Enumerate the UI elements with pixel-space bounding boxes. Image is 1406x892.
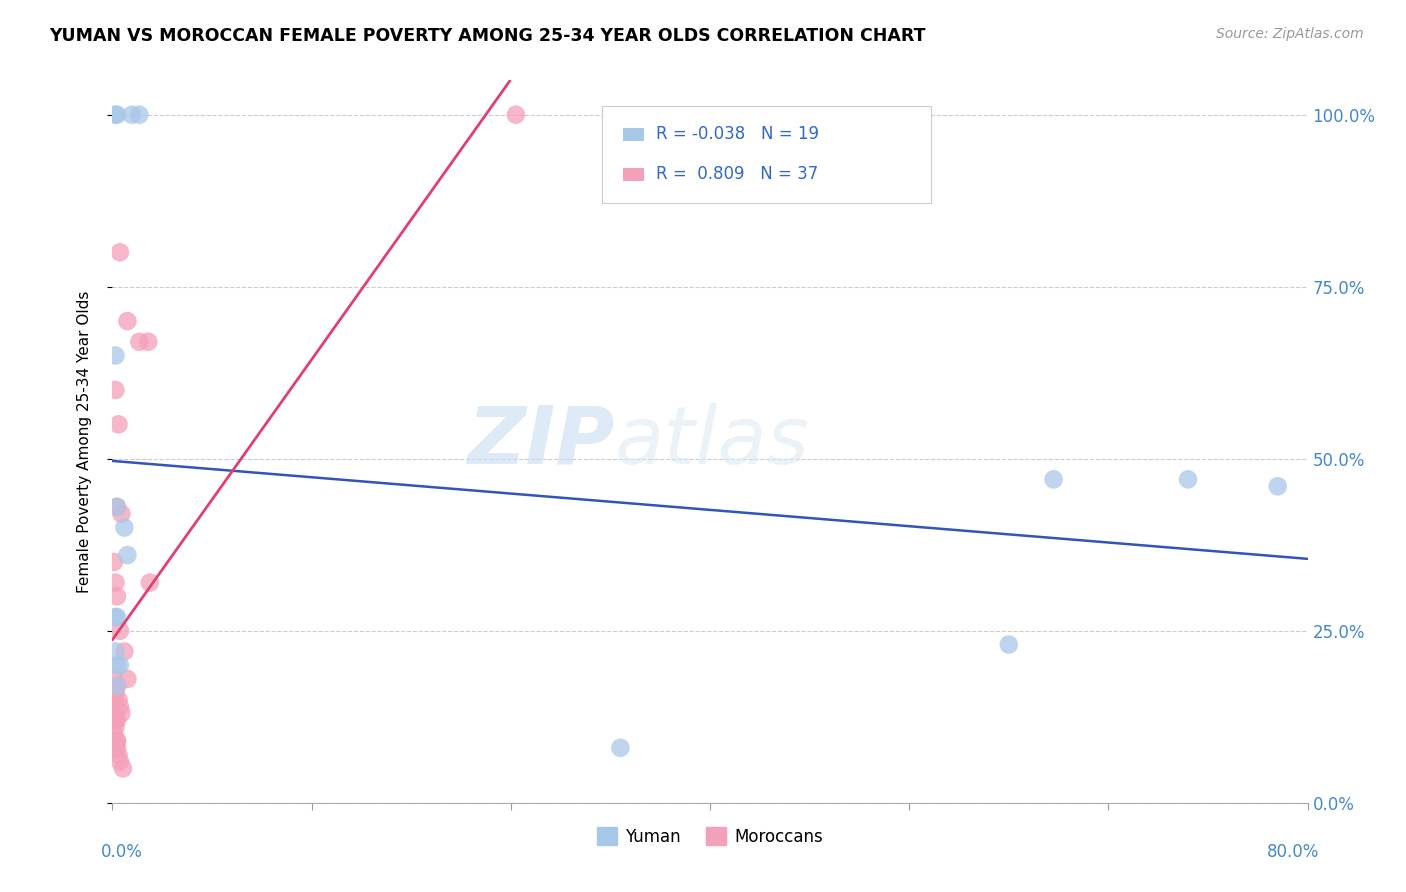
Point	[108, 755, 131, 769]
Text: YUMAN VS MOROCCAN FEMALE POVERTY AMONG 25-34 YEAR OLDS CORRELATION CHART: YUMAN VS MOROCCAN FEMALE POVERTY AMONG 2…	[49, 27, 925, 45]
Point	[128, 334, 150, 349]
Text: R = -0.038   N = 19: R = -0.038 N = 19	[657, 126, 820, 144]
Point	[107, 692, 129, 706]
Point	[107, 747, 129, 762]
Text: atlas: atlas	[614, 402, 810, 481]
Point	[114, 520, 135, 534]
Point	[1267, 479, 1289, 493]
FancyBboxPatch shape	[623, 128, 644, 141]
Point	[998, 638, 1021, 652]
Point	[108, 658, 131, 673]
Point	[107, 417, 129, 432]
Y-axis label: Female Poverty Among 25-34 Year Olds: Female Poverty Among 25-34 Year Olds	[77, 291, 91, 592]
Point	[103, 706, 125, 721]
Point	[1042, 472, 1064, 486]
Point	[104, 383, 127, 397]
Point	[105, 679, 128, 693]
Point	[114, 644, 135, 658]
Point	[105, 679, 128, 693]
Point	[139, 575, 162, 590]
FancyBboxPatch shape	[603, 105, 931, 203]
Point	[121, 108, 143, 122]
FancyBboxPatch shape	[623, 168, 644, 181]
Point	[105, 740, 128, 755]
Point	[128, 108, 150, 122]
Text: 0.0%: 0.0%	[101, 843, 142, 861]
Legend: Yuman, Moroccans: Yuman, Moroccans	[591, 821, 830, 852]
Point	[609, 740, 631, 755]
Point	[105, 610, 128, 624]
Point	[105, 658, 128, 673]
Point	[104, 349, 127, 363]
Point	[138, 334, 160, 349]
Point	[105, 713, 128, 727]
Point	[104, 108, 127, 122]
Point	[110, 507, 132, 521]
Point	[104, 686, 127, 700]
Point	[108, 699, 131, 714]
Point	[117, 672, 139, 686]
Point	[104, 713, 127, 727]
Point	[105, 734, 128, 748]
Point	[105, 734, 128, 748]
Point	[104, 740, 127, 755]
Point	[111, 761, 134, 775]
Text: 80.0%: 80.0%	[1267, 843, 1320, 861]
Text: ZIP: ZIP	[467, 402, 614, 481]
Point	[117, 548, 139, 562]
Point	[103, 713, 125, 727]
Point	[103, 555, 125, 569]
Point	[104, 720, 127, 734]
Point	[103, 727, 125, 741]
Point	[105, 108, 128, 122]
Point	[1177, 472, 1199, 486]
Point	[105, 500, 128, 514]
Point	[105, 500, 128, 514]
Point	[117, 314, 139, 328]
Text: Source: ZipAtlas.com: Source: ZipAtlas.com	[1216, 27, 1364, 41]
Point	[104, 734, 127, 748]
Point	[505, 108, 527, 122]
Point	[108, 245, 131, 260]
Point	[104, 610, 127, 624]
Point	[103, 672, 125, 686]
Point	[110, 706, 132, 721]
Point	[108, 624, 131, 638]
Point	[103, 692, 125, 706]
Point	[104, 644, 127, 658]
Point	[104, 575, 127, 590]
Point	[105, 590, 128, 604]
Text: R =  0.809   N = 37: R = 0.809 N = 37	[657, 165, 818, 183]
